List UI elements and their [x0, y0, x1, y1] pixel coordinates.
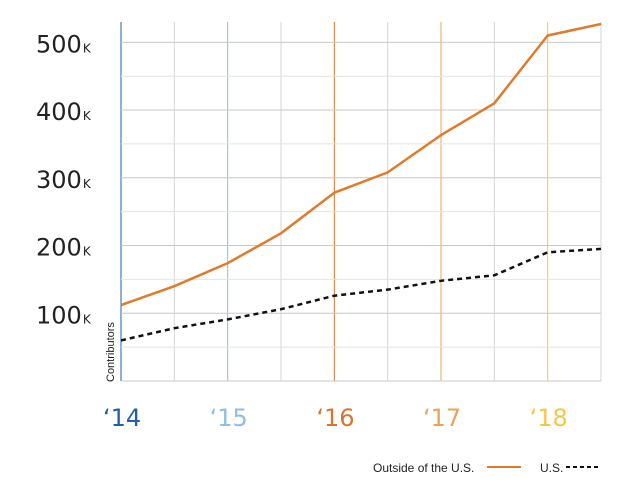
vertical-gridlines: [120, 22, 602, 381]
y-tick-labels: 100K 200K 300K 400K 500K: [36, 30, 92, 329]
x-tick-label: ‘15: [210, 404, 248, 432]
x-tick-label: ‘17: [423, 404, 461, 432]
y-axis-title: Contributors: [105, 322, 117, 382]
series-line: [120, 247, 602, 342]
x-tick-label: ‘16: [316, 404, 354, 432]
legend: Outside of the U.S. U.S.: [373, 461, 601, 475]
y-tick-label: 400K: [36, 98, 92, 126]
x-tick-label: ‘18: [530, 404, 568, 432]
x-tick-labels: ‘14 ‘15 ‘16 ‘17 ‘18: [103, 404, 568, 432]
legend-label: Outside of the U.S.: [373, 461, 474, 475]
horizontal-gridlines: [121, 41, 601, 382]
legend-label: U.S.: [540, 461, 563, 475]
series-line: [120, 22, 602, 307]
y-tick-label: 300K: [36, 166, 92, 194]
y-tick-label: 200K: [36, 234, 92, 262]
series-lines: [120, 22, 602, 342]
y-tick-label: 100K: [36, 301, 92, 329]
x-tick-label: ‘14: [103, 404, 141, 432]
y-tick-label: 500K: [36, 30, 92, 58]
